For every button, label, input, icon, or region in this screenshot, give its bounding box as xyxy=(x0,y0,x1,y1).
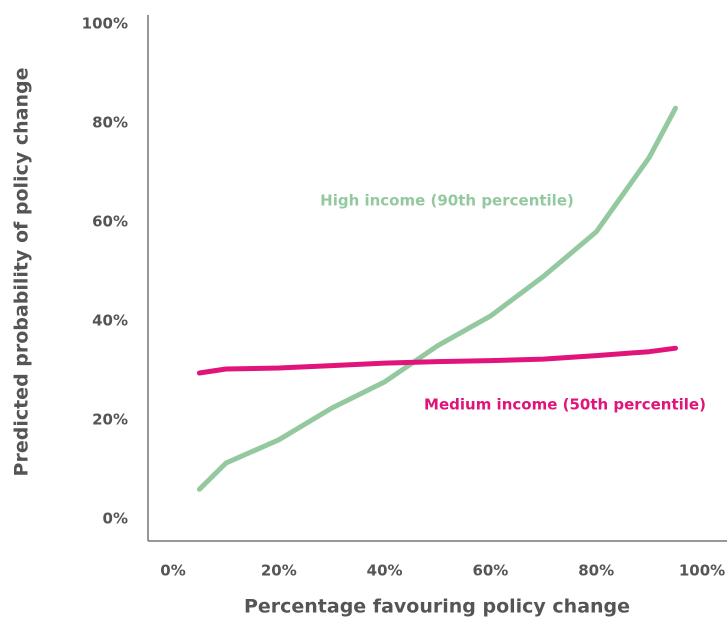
x-tick-label: 0% xyxy=(160,562,185,580)
x-tick-label: 40% xyxy=(367,562,403,580)
series-annotation: Medium income (50th percentile) xyxy=(424,396,706,414)
y-tick-label: 100% xyxy=(82,15,128,33)
y-tick-label: 0% xyxy=(103,510,128,528)
x-tick-label: 80% xyxy=(578,562,614,580)
x-axis-title: Percentage favouring policy change xyxy=(244,596,630,618)
x-tick-label: 100% xyxy=(679,562,725,580)
series-line xyxy=(196,345,678,376)
y-tick-label: 20% xyxy=(92,411,128,429)
series-annotation: High income (90th percentile) xyxy=(320,192,574,210)
y-tick-label: 40% xyxy=(92,312,128,330)
y-tick-label: 80% xyxy=(92,114,128,132)
x-tick-label: 60% xyxy=(472,562,508,580)
y-tick-label: 60% xyxy=(92,213,128,231)
x-tick-label: 20% xyxy=(261,562,297,580)
y-axis-title: Predicted probability of policy change xyxy=(11,68,33,477)
series-line xyxy=(196,105,678,492)
